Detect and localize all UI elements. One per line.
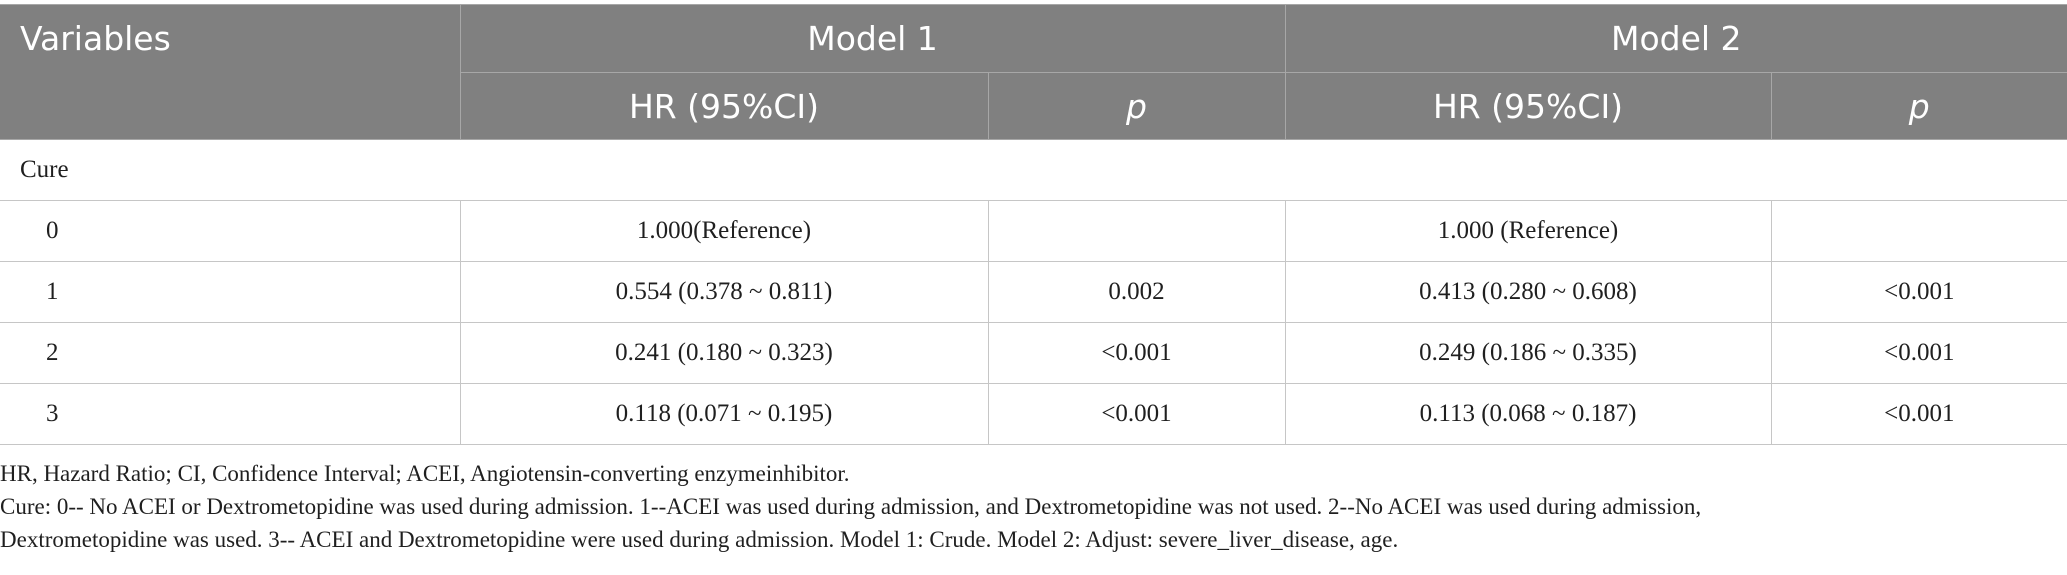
table-row: 2 0.241 (0.180 ~ 0.323) <0.001 0.249 (0.…: [0, 322, 2067, 384]
section-label: Cure: [0, 139, 2067, 201]
table-row: 3 0.118 (0.071 ~ 0.195) <0.001 0.113 (0.…: [0, 383, 2067, 445]
model2-hr-cell: 0.413 (0.280 ~ 0.608): [1284, 261, 1772, 323]
model2-hr-cell: 0.249 (0.186 ~ 0.335): [1284, 322, 1772, 384]
model1-hr-cell: 0.241 (0.180 ~ 0.323): [459, 322, 989, 384]
model2-header: Model 2: [1284, 4, 2067, 73]
results-table-container: Variables Model 1 Model 2 HR (95%CI) p H…: [0, 4, 2067, 445]
level-cell: 0: [0, 200, 461, 262]
footnote-cure-definition: Cure: 0-- No ACEI or Dextrometopidine wa…: [0, 494, 1702, 519]
model1-header: Model 1: [459, 4, 1286, 73]
model1-hr-cell: 0.118 (0.071 ~ 0.195): [459, 383, 989, 445]
footnote-cure-definition-cont: Dextrometopidine was used. 3-- ACEI and …: [0, 527, 1399, 552]
model1-p-cell: <0.001: [987, 383, 1286, 445]
footnote-abbreviations: HR, Hazard Ratio; CI, Confidence Interva…: [0, 461, 850, 486]
model1-p-header: p: [987, 72, 1286, 140]
model2-hr-header: HR (95%CI): [1284, 72, 1772, 140]
model2-p-cell: <0.001: [1770, 261, 2067, 323]
level-cell: 3: [0, 383, 461, 445]
table-row: 1 0.554 (0.378 ~ 0.811) 0.002 0.413 (0.2…: [0, 261, 2067, 323]
model1-hr-header: HR (95%CI): [459, 72, 989, 140]
model2-p-header: p: [1770, 72, 2067, 140]
variables-header: Variables: [0, 4, 461, 140]
table-row: 0 1.000(Reference) 1.000 (Reference): [0, 200, 2067, 262]
model1-hr-cell: 1.000(Reference): [459, 200, 989, 262]
hazard-ratio-table: Variables Model 1 Model 2 HR (95%CI) p H…: [0, 4, 2067, 445]
model1-p-cell: [987, 200, 1286, 262]
model2-hr-cell: 1.000 (Reference): [1284, 200, 1772, 262]
model2-p-cell: <0.001: [1770, 322, 2067, 384]
header-row-stats: HR (95%CI) p HR (95%CI) p: [0, 72, 2067, 140]
level-cell: 2: [0, 322, 461, 384]
model1-p-cell: 0.002: [987, 261, 1286, 323]
table-footnotes: HR, Hazard Ratio; CI, Confidence Interva…: [0, 457, 2060, 556]
header-row-models: Variables Model 1 Model 2: [0, 4, 2067, 140]
model2-p-cell: [1770, 200, 2067, 262]
model1-p-cell: <0.001: [987, 322, 1286, 384]
model1-hr-cell: 0.554 (0.378 ~ 0.811): [459, 261, 989, 323]
level-cell: 1: [0, 261, 461, 323]
model2-hr-cell: 0.113 (0.068 ~ 0.187): [1284, 383, 1772, 445]
section-row-cure: Cure: [0, 139, 2067, 201]
model2-p-cell: <0.001: [1770, 383, 2067, 445]
